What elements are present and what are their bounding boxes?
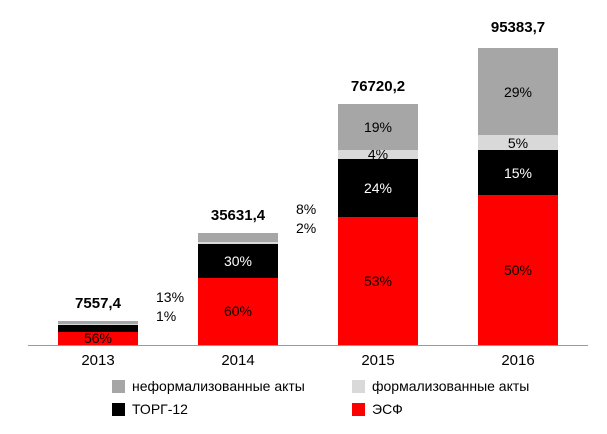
bar-2015: 53% 24% 4% 19% [338, 103, 418, 345]
segment-неформализованные акты-2013 [58, 321, 138, 325]
callout-percent-label: 8% [296, 200, 317, 217]
legend-label: неформализованные акты [132, 378, 305, 394]
bar-2014: 60% 30% [198, 232, 278, 345]
callout-percent-label: 13% [156, 289, 185, 306]
segment-ЭСФ-2015: 53% [338, 217, 418, 345]
legend-item-формализованные акты: формализованные акты [352, 378, 529, 394]
total-value-label: 76720,2 [350, 77, 406, 95]
x-axis-labels: 2013 2014 2015 2016 [28, 352, 588, 372]
segment-label: 56% [83, 330, 113, 347]
segment-ТОРГ-12-2013 [58, 324, 138, 332]
legend-label: формализованные акты [372, 378, 530, 394]
segment-label: 15% [503, 164, 533, 181]
legend-swatch-icon [352, 379, 365, 393]
segment-ТОРГ-12-2014: 30% [198, 244, 278, 278]
segment-ТОРГ-12-2016: 15% [478, 150, 558, 195]
segment-label: 19% [363, 118, 393, 135]
segment-неформализованные акты-2016: 29% [478, 48, 558, 135]
legend-item-ТОРГ-12: ТОРГ-12 [112, 401, 352, 417]
legend-item-ЭСФ: ЭСФ [352, 401, 529, 417]
segment-label: 29% [503, 83, 533, 100]
segment-label: 4% [367, 146, 389, 163]
segment-label: 60% [223, 303, 253, 320]
segment-ТОРГ-12-2015: 24% [338, 159, 418, 218]
total-value-label: 35631,4 [210, 206, 266, 224]
x-axis-label-2015: 2015 [361, 352, 395, 369]
bar-2016: 50% 15% 5% 29% [478, 45, 558, 345]
segment-ЭСФ-2014: 60% [198, 277, 278, 345]
legend-item-неформализованные акты: неформализованные акты [112, 378, 352, 394]
x-axis-label-2014: 2014 [221, 352, 255, 369]
legend-swatch-icon [112, 402, 125, 416]
segment-формализованные акты-2015: 4% [338, 146, 418, 163]
legend-swatch-icon [352, 402, 365, 416]
segment-ЭСФ-2016: 50% [478, 195, 558, 345]
x-axis-label-2013: 2013 [81, 352, 115, 369]
total-value-label: 7557,4 [75, 295, 121, 313]
segment-label: 24% [363, 180, 393, 197]
segment-неформализованные акты-2014 [198, 232, 278, 242]
segment-label: 50% [503, 262, 533, 278]
segment-ЭСФ-2013: 56% [58, 330, 138, 347]
segment-label: 30% [223, 252, 253, 269]
total-value-label: 95383,7 [490, 19, 546, 36]
segment-label: 5% [507, 134, 529, 151]
legend-label: ЭСФ [372, 401, 403, 417]
segment-формализованные акты-2014 [198, 241, 278, 245]
legend-label: ТОРГ-12 [132, 401, 188, 417]
segment-формализованные акты-2016: 5% [478, 135, 558, 150]
segment-неформализованные акты-2015: 19% [338, 103, 418, 150]
callout-percent-label: 2% [296, 219, 317, 236]
bar-2013: 56% [58, 321, 138, 347]
callout-percent-label: 1% [156, 308, 177, 325]
segment-label: 53% [363, 273, 393, 290]
legend: неформализованные акты формализованные ак… [112, 378, 529, 417]
legend-swatch-icon [112, 379, 125, 393]
x-axis-label-2016: 2016 [501, 352, 535, 369]
plot-area: 56% 7557,4 13% 1% 60% 30% 35631,4 8% 2% 53% 24% 4% 1… [28, 10, 588, 346]
